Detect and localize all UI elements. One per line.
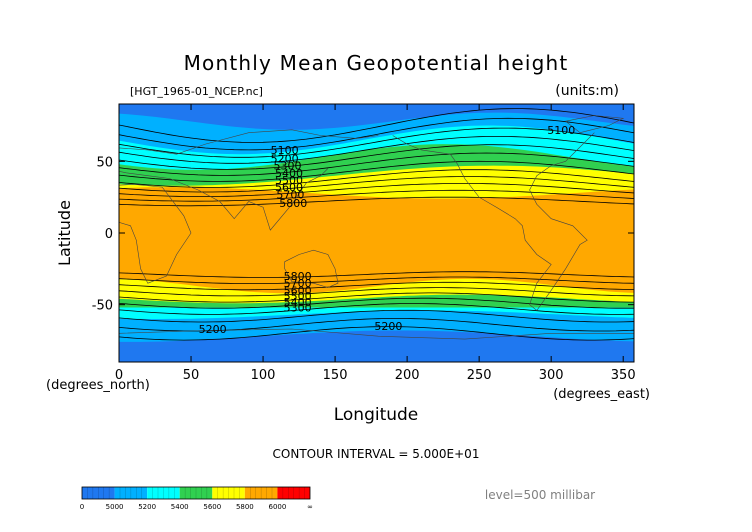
- coastline-1: [119, 183, 192, 284]
- contour-line-s6: [119, 303, 634, 315]
- x-tick-label: 300: [539, 368, 564, 383]
- contour-label: 5400: [284, 296, 312, 309]
- contour-label: 5300: [274, 160, 302, 173]
- x-tick-label: 100: [251, 368, 276, 383]
- colorbar-swatch: [179, 487, 213, 499]
- colorbar-label: ∞: [307, 503, 313, 511]
- contour-interval-text: CONTOUR INTERVAL = 5.000E+01: [273, 447, 480, 461]
- colorbar-label: 5800: [236, 503, 254, 511]
- contour-line-s7: [119, 309, 634, 323]
- contour-label: 5500: [275, 174, 303, 187]
- plot-area: 0 50 100 150 200 250 300 350-500505100510052005…: [92, 103, 636, 383]
- height-field: [119, 104, 634, 362]
- colorbar-label: 5400: [171, 503, 189, 511]
- units-label: (units:m): [555, 83, 619, 99]
- contour-line-s5: [119, 297, 634, 309]
- contour-line-s1: [119, 276, 634, 284]
- y-axis-label: Latitude: [55, 200, 74, 266]
- contour-label: 5800: [279, 197, 307, 210]
- colorbar: 0 5000 5200 5400 5600 5800 6000 ∞: [80, 486, 313, 511]
- y-tick-label: 50: [96, 155, 113, 170]
- file-label: [HGT_1965-01_NCEP.nc]: [130, 85, 263, 98]
- south-band-5: [119, 330, 634, 362]
- contour-label: 5100: [547, 124, 575, 137]
- contour-label: 5100: [271, 144, 299, 157]
- contour-label: 5500: [284, 290, 312, 303]
- contour-line-n7: [119, 144, 634, 170]
- contour-line-s8: [119, 318, 634, 332]
- contour-label: 5400: [275, 167, 303, 180]
- x-tick-label: 200: [395, 368, 420, 383]
- contour-line-n5: [119, 160, 634, 182]
- contour-label: 5300: [284, 302, 312, 315]
- north-band-5: [119, 104, 634, 130]
- coastline-0: [119, 129, 379, 231]
- y-tick-label: -50: [92, 299, 113, 314]
- x-tick-label: 0: [115, 368, 123, 383]
- contour-label: 5200: [271, 152, 299, 165]
- colorbar-label: 5000: [106, 503, 124, 511]
- colorbar-swatch: [277, 487, 310, 499]
- coastline-3: [392, 132, 595, 311]
- contour-line-n10: [119, 117, 634, 151]
- x-tick-label: 50: [183, 368, 200, 383]
- y-tick-label: 0: [105, 227, 113, 242]
- contour-line-n9: [119, 127, 634, 158]
- coastline-4: [564, 115, 625, 134]
- colorbar-label: 5600: [203, 503, 221, 511]
- contour-label: 5600: [275, 181, 303, 194]
- x-tick-label: 150: [323, 368, 348, 383]
- colorbar-label: 5200: [138, 503, 156, 511]
- colorbar-frame: [81, 486, 311, 500]
- x-axis-units: (degrees_east): [553, 387, 650, 402]
- coastline-5: [119, 328, 634, 340]
- x-tick-label: 250: [467, 368, 492, 383]
- contour-line-s0: [119, 271, 634, 278]
- colorbar-swatch: [212, 487, 245, 499]
- contour-line-n2: [119, 183, 634, 197]
- colorbar-swatch: [244, 487, 278, 499]
- contour-label: 5700: [284, 277, 312, 290]
- colorbar-swatch: [82, 487, 115, 499]
- contour-line-n11: [119, 108, 634, 143]
- contour-line-n0: [119, 196, 634, 207]
- contour-line-n3: [119, 176, 634, 193]
- contour-line-n6: [119, 152, 634, 176]
- contour-line-n8: [119, 136, 634, 164]
- coastline-2: [284, 249, 339, 288]
- colorbar-label: 0: [80, 503, 84, 511]
- x-axis-label: Longitude: [334, 405, 419, 425]
- x-tick-label: 350: [611, 368, 636, 383]
- contour-line-n4: [119, 169, 634, 188]
- contour-line-s2: [119, 281, 634, 291]
- contour-label: 5700: [276, 188, 304, 201]
- contour-line-n1: [119, 189, 634, 202]
- contour-line-s4: [119, 292, 634, 303]
- contour-label: 5600: [284, 284, 312, 297]
- chart-title: Monthly Mean Geopotential height: [184, 51, 569, 75]
- colorbar-label: 6000: [269, 503, 287, 511]
- y-axis-units: (degrees_north): [46, 378, 150, 393]
- contour-line-s9: [119, 326, 634, 341]
- contour-label: 5800: [284, 270, 312, 283]
- colorbar-swatch: [114, 487, 148, 499]
- contour-line-s3: [119, 287, 634, 297]
- contour-label: 5200: [374, 320, 402, 333]
- level-text: level=500 millibar: [485, 488, 595, 502]
- colorbar-swatch: [147, 487, 180, 499]
- contour-label: 5200: [199, 323, 227, 336]
